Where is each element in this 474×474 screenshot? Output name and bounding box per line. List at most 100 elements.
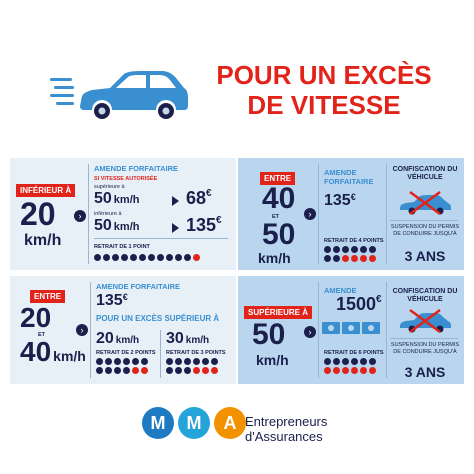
banknotes-icon xyxy=(322,322,380,334)
point-kept xyxy=(369,246,376,253)
range-speed: 50 xyxy=(252,318,286,351)
point-kept xyxy=(351,246,358,253)
excess-speed-1-unit: km/h xyxy=(115,335,140,346)
point-kept xyxy=(96,358,103,365)
limit-label: SI VITESSE AUTORISÉE xyxy=(94,176,158,182)
divider xyxy=(318,164,319,264)
divider xyxy=(94,238,228,239)
fine-amount: 135€ xyxy=(96,292,128,310)
point-kept xyxy=(351,358,358,365)
sup-amount-value: 68 xyxy=(186,188,207,208)
fine-label: AMENDE FORFAITAIRE xyxy=(96,282,181,291)
point-kept xyxy=(333,246,340,253)
sup-speed: 50 km/h xyxy=(94,190,139,208)
point-kept xyxy=(342,246,349,253)
point-removed xyxy=(132,367,139,374)
suspension-value: 3 ANS xyxy=(404,364,446,380)
inf-label: inférieure à xyxy=(94,211,122,217)
point-kept xyxy=(105,358,112,365)
point-kept xyxy=(141,358,148,365)
triangle-icon xyxy=(172,223,179,233)
triangle-icon xyxy=(172,196,179,206)
excess-label: POUR UN EXCÈS SUPÉRIEUR À xyxy=(96,314,220,323)
et-label: ET xyxy=(38,332,46,338)
fine-amount-value: 1500 xyxy=(336,294,377,314)
points-dots xyxy=(324,246,380,262)
points-label: RETRAIT DE 3 POINTS xyxy=(166,350,226,356)
point-removed xyxy=(141,367,148,374)
brand-text: Entrepreneurs d'Assurances xyxy=(245,414,327,444)
point-kept xyxy=(132,358,139,365)
logo-a: A xyxy=(214,407,246,439)
point-kept xyxy=(184,358,191,365)
point-kept xyxy=(121,254,128,261)
title-line-1: POUR UN EXCÈS xyxy=(216,60,432,90)
inf-amount-value: 135 xyxy=(186,215,217,235)
point-kept xyxy=(166,254,173,261)
point-kept xyxy=(324,255,331,262)
page-title: POUR UN EXCÈS DE VITESSE xyxy=(196,60,452,120)
range-unit: km/h xyxy=(258,250,291,266)
point-kept xyxy=(96,367,103,374)
suspension-label: SUSPENSION DU PERMIS DE CONDUIRE JUSQU'À xyxy=(390,224,460,237)
points-label: RETRAIT DE 2 POINTS xyxy=(96,350,156,356)
point-kept xyxy=(139,254,146,261)
point-kept xyxy=(114,358,121,365)
divider xyxy=(386,282,387,378)
inf-speed-value: 50 xyxy=(94,217,112,234)
et-label: ET xyxy=(272,214,280,220)
point-kept xyxy=(123,367,130,374)
arrow-icon: › xyxy=(74,210,86,222)
point-removed xyxy=(360,255,367,262)
points-label: RETRAIT DE 1 POINT xyxy=(94,244,150,250)
points-dots xyxy=(166,358,222,374)
panel-40-50: ENTRE 40 ET 50 km/h › AMENDE FORFAITAIRE… xyxy=(238,158,464,270)
panel-20-40: ENTRE 20 ET 40 km/h › AMENDE FORFAITAIRE … xyxy=(10,276,236,384)
point-removed xyxy=(369,367,376,374)
currency: € xyxy=(216,215,222,226)
range-speed-a: 40 xyxy=(262,182,296,215)
point-removed xyxy=(193,254,200,261)
fine-amount-value: 135 xyxy=(324,192,351,209)
point-removed xyxy=(193,367,200,374)
arrow-icon: › xyxy=(304,326,316,338)
divider xyxy=(88,164,89,264)
range-tag: ENTRE xyxy=(30,290,66,303)
points-dots xyxy=(94,254,200,261)
point-kept xyxy=(324,358,331,365)
currency: € xyxy=(122,292,128,302)
fine-amount-value: 135 xyxy=(96,292,123,309)
sup-amount: 68€ xyxy=(186,188,212,209)
point-kept xyxy=(184,367,191,374)
range-speed-a: 20 xyxy=(20,302,52,333)
point-kept xyxy=(184,254,191,261)
divider xyxy=(90,282,91,378)
point-kept xyxy=(157,254,164,261)
point-kept xyxy=(342,358,349,365)
point-removed xyxy=(360,367,367,374)
confiscated-car-icon xyxy=(400,190,451,216)
point-kept xyxy=(148,254,155,261)
sup-label: supérieure à xyxy=(94,184,125,190)
divider xyxy=(390,338,458,339)
point-kept xyxy=(94,254,101,261)
fine-label: AMENDE FORFAITAIRE xyxy=(324,168,374,186)
excess-speed-2-unit: km/h xyxy=(185,335,210,346)
suspension-label: SUSPENSION DU PERMIS DE CONDUIRE JUSQU'À xyxy=(390,342,460,355)
logo-m-1: M xyxy=(142,407,174,439)
sup-speed-unit: km/h xyxy=(113,194,140,206)
point-kept xyxy=(175,254,182,261)
point-kept xyxy=(166,367,173,374)
title-line-2: DE VITESSE xyxy=(247,90,401,120)
point-kept xyxy=(130,254,137,261)
range-speed-b-value: 40 xyxy=(20,336,52,367)
logo-m-2: M xyxy=(178,407,210,439)
sup-speed-value: 50 xyxy=(94,190,112,207)
fine-amount: 135€ xyxy=(324,192,356,210)
point-kept xyxy=(103,254,110,261)
point-kept xyxy=(202,358,209,365)
suspension-value: 3 ANS xyxy=(404,248,446,264)
range-speed-b: 50 xyxy=(262,218,296,251)
range-speed-b: 40 km/h xyxy=(20,338,86,370)
inf-speed: 50 km/h xyxy=(94,217,139,235)
